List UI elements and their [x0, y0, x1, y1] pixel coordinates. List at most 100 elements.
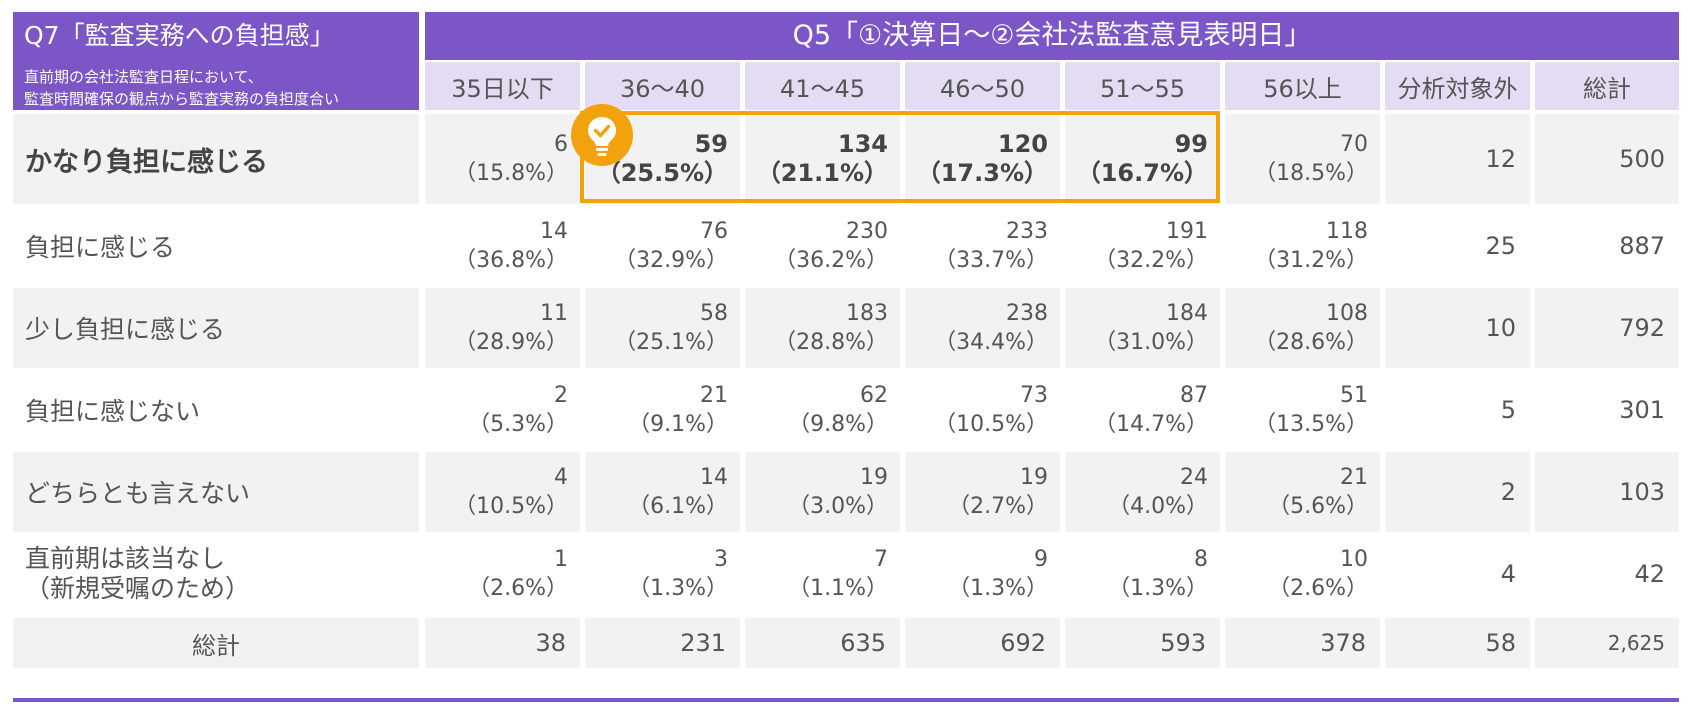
data-cell: 6 （15.8%）: [425, 114, 580, 204]
percent: （9.1%）: [628, 412, 728, 437]
percent: （3.0%）: [788, 494, 888, 519]
col-header-36-40: 36～40: [585, 62, 740, 110]
data-cell: 134 （21.1%）: [745, 114, 900, 204]
data-cell: 51 （13.5%）: [1225, 370, 1380, 450]
percent: （28.9%）: [454, 330, 568, 355]
row-label-not-burdensome: 負担に感じない: [25, 397, 201, 426]
data-cell: 108 （28.6%）: [1225, 288, 1380, 368]
percent: （36.2%）: [774, 248, 888, 273]
excluded-cell: 5: [1500, 396, 1516, 424]
totals-cell: 378: [1225, 618, 1380, 668]
totals-row-label: 総計: [13, 618, 419, 668]
count: 233: [1006, 219, 1048, 244]
q7-header: Q7「監査実務への負担感」 直前期の会社法監査日程において、 監査時間確保の観点…: [13, 12, 419, 110]
row-label-neutral: どちらとも言えない: [13, 452, 419, 532]
count: 21: [1340, 465, 1368, 490]
col-header-56-plus: 56以上: [1225, 62, 1380, 110]
data-cell: 11 （28.9%）: [425, 288, 580, 368]
row-label-very-burdensome: かなり負担に感じる: [13, 114, 419, 204]
data-cell: 8 （1.3%）: [1065, 534, 1220, 614]
data-cell: 21 （9.1%）: [585, 370, 740, 450]
data-cell: 10 （2.6%）: [1225, 534, 1380, 614]
percent: （25.5%）: [596, 159, 728, 187]
totals-cell: 58: [1385, 618, 1530, 668]
excluded-cell: 2: [1385, 452, 1530, 532]
q5-header: Q5「①決算日～②会社法監査意見表明日」: [425, 12, 1679, 60]
data-cell: 191 （32.2%）: [1065, 206, 1220, 286]
percent: （2.7%）: [948, 494, 1048, 519]
data-cell: 238 （34.4%）: [905, 288, 1060, 368]
count: 108: [1326, 301, 1368, 326]
col-header-46-50: 46～50: [905, 62, 1060, 110]
count: 134: [837, 130, 888, 158]
total-cell: 42: [1634, 560, 1665, 588]
count: 230: [846, 219, 888, 244]
percent: （9.8%）: [788, 412, 888, 437]
data-cell: 70 （18.5%）: [1225, 114, 1380, 204]
count: 184: [1166, 301, 1208, 326]
q7-title: Q7「監査実務への負担感」: [24, 21, 335, 50]
footer-divider: [13, 698, 1679, 702]
count: 2: [554, 383, 568, 408]
q7-subtitle-line1: 直前期の会社法監査日程において、: [24, 68, 263, 86]
percent: （18.5%）: [1254, 161, 1368, 186]
count: 120: [997, 130, 1048, 158]
percent: （13.5%）: [1254, 412, 1368, 437]
percent: （1.1%）: [788, 576, 888, 601]
data-cell: 4 （10.5%）: [425, 452, 580, 532]
percent: （1.3%）: [628, 576, 728, 601]
count: 7: [874, 547, 888, 572]
percent: （5.6%）: [1268, 494, 1368, 519]
count: 62: [860, 383, 888, 408]
percent: （32.9%）: [614, 248, 728, 273]
count: 87: [1180, 383, 1208, 408]
total-cell: 301: [1619, 396, 1665, 424]
total-cell: 500: [1535, 114, 1679, 204]
row-label-slightly-burdensome: 少し負担に感じる: [13, 288, 419, 368]
percent: （1.3%）: [948, 576, 1048, 601]
row-label-line1: 直前期は該当なし: [25, 544, 226, 573]
percent: （1.3%）: [1108, 576, 1208, 601]
percent: （33.7%）: [934, 248, 1048, 273]
percent: （6.1%）: [628, 494, 728, 519]
percent: （28.6%）: [1254, 330, 1368, 355]
count: 14: [700, 465, 728, 490]
percent: （25.1%）: [614, 330, 728, 355]
data-cell: 99 （16.7%）: [1065, 114, 1220, 204]
data-cell: 7 （1.1%）: [745, 534, 900, 614]
count: 19: [1020, 465, 1048, 490]
percent: （15.8%）: [454, 161, 568, 186]
total-cell: 887: [1619, 232, 1665, 260]
excluded-cell: 4: [1500, 560, 1516, 588]
excluded-cell: 25: [1485, 232, 1516, 260]
percent: （32.2%）: [1094, 248, 1208, 273]
col-header-41-45: 41～45: [745, 62, 900, 110]
percent: （10.5%）: [454, 494, 568, 519]
data-cell: 19 （3.0%）: [745, 452, 900, 532]
data-cell: 9 （1.3%）: [905, 534, 1060, 614]
count: 51: [1340, 383, 1368, 408]
percent: （17.3%）: [916, 159, 1048, 187]
row-label-burdensome: 負担に感じる: [25, 233, 176, 262]
data-cell: 184 （31.0%）: [1065, 288, 1220, 368]
totals-cell: 38: [425, 618, 580, 668]
count: 70: [1340, 132, 1368, 157]
count: 24: [1180, 465, 1208, 490]
data-cell: 73 （10.5%）: [905, 370, 1060, 450]
count: 58: [700, 301, 728, 326]
percent: （31.0%）: [1094, 330, 1208, 355]
data-cell: 1 （2.6%）: [425, 534, 580, 614]
totals-cell: 593: [1065, 618, 1220, 668]
percent: （2.6%）: [468, 576, 568, 601]
data-cell: 24 （4.0%）: [1065, 452, 1220, 532]
count: 10: [1340, 547, 1368, 572]
percent: （10.5%）: [934, 412, 1048, 437]
percent: （34.4%）: [934, 330, 1048, 355]
q7-subtitle-line2: 監査時間確保の観点から監査実務の負担度合い: [24, 90, 340, 108]
data-cell: 62 （9.8%）: [745, 370, 900, 450]
data-cell: 19 （2.7%）: [905, 452, 1060, 532]
data-cell: 183 （28.8%）: [745, 288, 900, 368]
count: 8: [1194, 547, 1208, 572]
data-cell: 233 （33.7%）: [905, 206, 1060, 286]
percent: （28.8%）: [774, 330, 888, 355]
